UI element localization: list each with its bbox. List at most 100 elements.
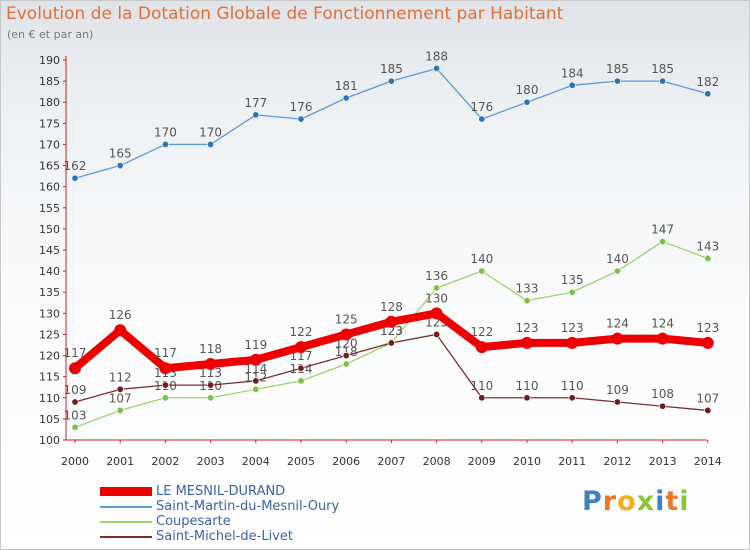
data-label-coupesarte: 135 — [561, 273, 584, 287]
data-point-le-mesnil-durand — [701, 336, 714, 349]
data-label-saint-michel-de-livet: 112 — [109, 370, 132, 384]
logo-letter: t — [665, 486, 680, 517]
data-point-coupesarte — [523, 297, 531, 305]
y-tick-label: 175 — [39, 117, 60, 130]
legend-label: Saint-Martin-du-Mesnil-Oury — [156, 499, 340, 514]
logo-letter: x — [636, 486, 656, 517]
x-tick-label: 2004 — [242, 455, 270, 468]
y-tick-label: 105 — [39, 413, 60, 426]
data-point-coupesarte — [568, 288, 576, 296]
y-tick-label: 135 — [39, 286, 60, 299]
data-label-saint-martin-du-mesnil-oury: 180 — [516, 83, 539, 97]
data-label-saint-michel-de-livet: 110 — [516, 379, 539, 393]
legend-label: Coupesarte — [156, 514, 231, 529]
y-tick-label: 100 — [39, 434, 60, 447]
data-label-saint-martin-du-mesnil-oury: 185 — [606, 62, 629, 76]
y-tick-label: 190 — [39, 54, 60, 67]
data-point-le-mesnil-durand — [430, 307, 443, 320]
y-tick-label: 185 — [39, 75, 60, 88]
x-tick-label: 2010 — [513, 455, 541, 468]
data-point-coupesarte — [342, 360, 350, 368]
data-label-le-mesnil-durand: 126 — [109, 308, 132, 322]
data-point-saint-martin-du-mesnil-oury — [207, 140, 215, 148]
data-point-saint-martin-du-mesnil-oury — [478, 115, 486, 123]
data-point-saint-martin-du-mesnil-oury — [387, 77, 395, 85]
data-point-saint-michel-de-livet — [161, 381, 169, 389]
y-tick-label: 145 — [39, 244, 60, 257]
logo-letter: o — [617, 486, 637, 517]
logo-letter: P — [582, 486, 603, 517]
data-point-saint-martin-du-mesnil-oury — [116, 162, 124, 170]
data-label-le-mesnil-durand: 118 — [199, 342, 222, 356]
x-tick-label: 2009 — [468, 455, 496, 468]
y-tick-label: 125 — [39, 328, 60, 341]
data-label-coupesarte: 136 — [425, 269, 448, 283]
data-label-saint-michel-de-livet: 110 — [470, 379, 493, 393]
y-tick-label: 160 — [39, 181, 60, 194]
x-tick-label: 2000 — [61, 455, 89, 468]
data-label-saint-martin-du-mesnil-oury: 181 — [335, 79, 358, 93]
y-tick-label: 155 — [39, 202, 60, 215]
data-point-le-mesnil-durand — [340, 328, 353, 341]
data-point-saint-michel-de-livet — [433, 330, 441, 338]
data-label-saint-martin-du-mesnil-oury: 188 — [425, 49, 448, 63]
data-label-coupesarte: 107 — [109, 391, 132, 405]
x-tick-label: 2006 — [332, 455, 360, 468]
data-label-le-mesnil-durand: 128 — [380, 300, 403, 314]
data-label-saint-martin-du-mesnil-oury: 177 — [244, 96, 267, 110]
y-tick-label: 150 — [39, 223, 60, 236]
data-point-coupesarte — [613, 267, 621, 275]
chart-subtitle: (en € et par an) — [7, 28, 94, 41]
data-point-coupesarte — [297, 377, 305, 385]
data-label-saint-michel-de-livet: 113 — [199, 366, 222, 380]
chart-title: Evolution de la Dotation Globale de Fonc… — [6, 4, 564, 24]
data-point-saint-martin-du-mesnil-oury — [613, 77, 621, 85]
y-tick-label: 115 — [39, 371, 60, 384]
legend-swatch — [100, 536, 152, 538]
data-label-coupesarte: 103 — [64, 408, 87, 422]
data-point-saint-michel-de-livet — [568, 394, 576, 402]
data-label-saint-michel-de-livet: 110 — [561, 379, 584, 393]
data-label-saint-martin-du-mesnil-oury: 185 — [651, 62, 674, 76]
data-label-coupesarte: 140 — [606, 252, 629, 266]
legend-swatch — [100, 521, 152, 523]
data-point-saint-michel-de-livet — [613, 398, 621, 406]
data-label-saint-martin-du-mesnil-oury: 162 — [64, 159, 87, 173]
data-point-le-mesnil-durand — [611, 332, 624, 345]
x-tick-label: 2013 — [649, 455, 677, 468]
data-label-le-mesnil-durand: 122 — [290, 325, 313, 339]
data-label-coupesarte: 147 — [651, 223, 674, 237]
data-point-coupesarte — [659, 238, 667, 246]
data-label-le-mesnil-durand: 124 — [606, 317, 629, 331]
line-chart: 100 105 110 115 120 125 130 135 140 145 150 155 160 1… — [39, 49, 722, 468]
data-point-saint-michel-de-livet — [297, 364, 305, 372]
data-point-coupesarte — [252, 385, 260, 393]
data-point-saint-michel-de-livet — [387, 339, 395, 347]
legend-swatch — [100, 487, 152, 496]
data-point-saint-michel-de-livet — [704, 406, 712, 414]
data-point-coupesarte — [116, 406, 124, 414]
legend-label: LE MESNIL-DURAND — [156, 484, 286, 499]
data-point-saint-martin-du-mesnil-oury — [523, 98, 531, 106]
data-point-le-mesnil-durand — [475, 341, 488, 354]
data-label-le-mesnil-durand: 122 — [470, 325, 493, 339]
logo-letter: i — [655, 486, 666, 517]
x-tick-label: 2011 — [558, 455, 586, 468]
data-point-coupesarte — [71, 423, 79, 431]
x-tick-label: 2001 — [106, 455, 134, 468]
data-label-le-mesnil-durand: 124 — [651, 317, 674, 331]
x-tick-label: 2003 — [197, 455, 225, 468]
data-point-saint-martin-du-mesnil-oury — [342, 94, 350, 102]
data-point-saint-michel-de-livet — [252, 377, 260, 385]
data-point-saint-martin-du-mesnil-oury — [659, 77, 667, 85]
x-tick-label: 2008 — [423, 455, 451, 468]
data-label-le-mesnil-durand: 123 — [516, 321, 539, 335]
data-label-saint-martin-du-mesnil-oury: 170 — [199, 125, 222, 139]
data-point-le-mesnil-durand — [656, 332, 669, 345]
data-label-saint-michel-de-livet: 109 — [64, 383, 87, 397]
data-label-le-mesnil-durand: 119 — [244, 338, 267, 352]
data-label-saint-martin-du-mesnil-oury: 185 — [380, 62, 403, 76]
data-point-le-mesnil-durand — [295, 341, 307, 354]
data-point-saint-martin-du-mesnil-oury — [71, 174, 79, 182]
